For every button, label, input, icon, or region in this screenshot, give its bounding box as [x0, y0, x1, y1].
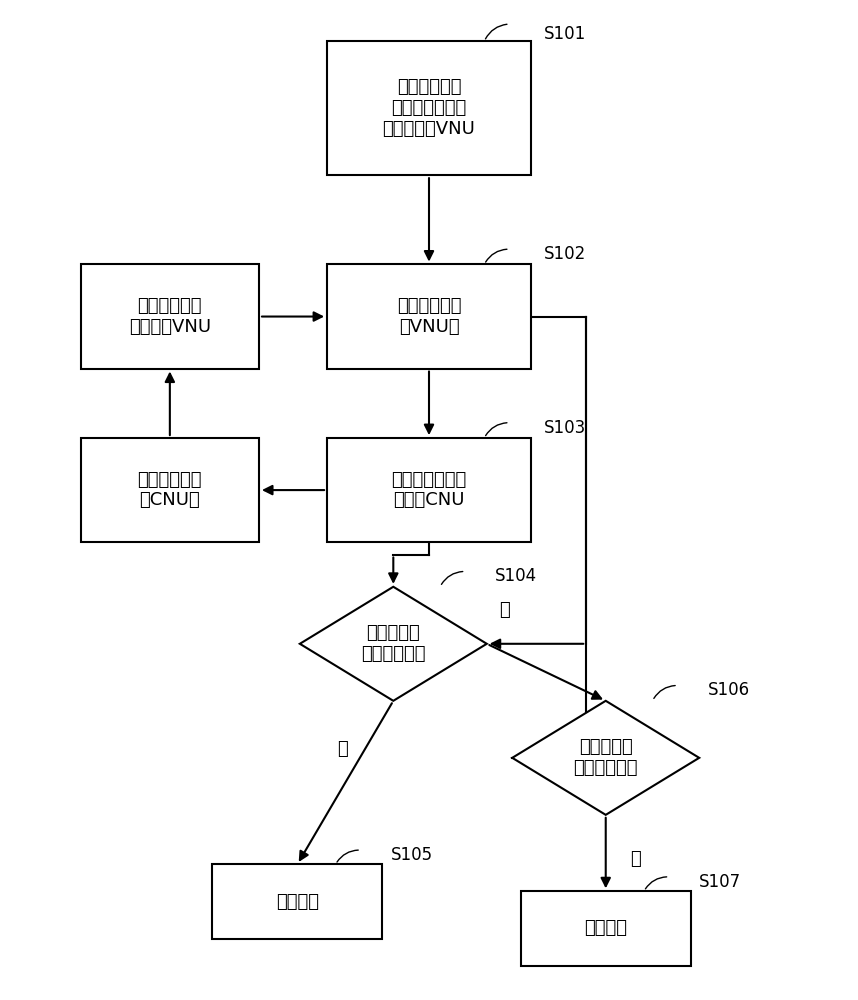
Text: S107: S107 — [699, 873, 741, 891]
Text: 是: 是 — [630, 850, 641, 868]
FancyBboxPatch shape — [81, 264, 259, 369]
Text: 将更新后的消息
传递给CNU: 将更新后的消息 传递给CNU — [391, 471, 467, 509]
Polygon shape — [512, 701, 699, 815]
Text: S106: S106 — [708, 681, 750, 699]
Text: 将更新后的消
息传递给VNU: 将更新后的消 息传递给VNU — [129, 297, 211, 336]
Text: 否: 否 — [499, 601, 511, 619]
Text: S103: S103 — [544, 419, 586, 437]
Polygon shape — [299, 587, 486, 701]
FancyBboxPatch shape — [81, 438, 259, 542]
Text: 是否超过最
大迭代次数？: 是否超过最 大迭代次数？ — [573, 738, 638, 777]
Text: S104: S104 — [495, 567, 537, 585]
Text: 是: 是 — [337, 740, 347, 758]
Text: S101: S101 — [544, 25, 586, 43]
FancyBboxPatch shape — [327, 438, 531, 542]
FancyBboxPatch shape — [327, 264, 531, 369]
FancyBboxPatch shape — [327, 41, 531, 175]
FancyBboxPatch shape — [521, 891, 691, 966]
Text: 校验节点更新
（CNU）: 校验节点更新 （CNU） — [137, 471, 202, 509]
Text: 变量节点更新
（VNU）: 变量节点更新 （VNU） — [396, 297, 462, 336]
Text: 解码失败: 解码失败 — [584, 919, 627, 937]
Text: 解码成功: 解码成功 — [275, 893, 319, 911]
Text: S105: S105 — [390, 846, 433, 864]
Text: 接收到一个待
解码的码字，将
码字传递给VNU: 接收到一个待 解码的码字，将 码字传递给VNU — [383, 78, 475, 138]
Text: S102: S102 — [544, 245, 586, 263]
FancyBboxPatch shape — [212, 864, 383, 939]
Text: 更新后的码
字是否正确？: 更新后的码 字是否正确？ — [361, 624, 426, 663]
